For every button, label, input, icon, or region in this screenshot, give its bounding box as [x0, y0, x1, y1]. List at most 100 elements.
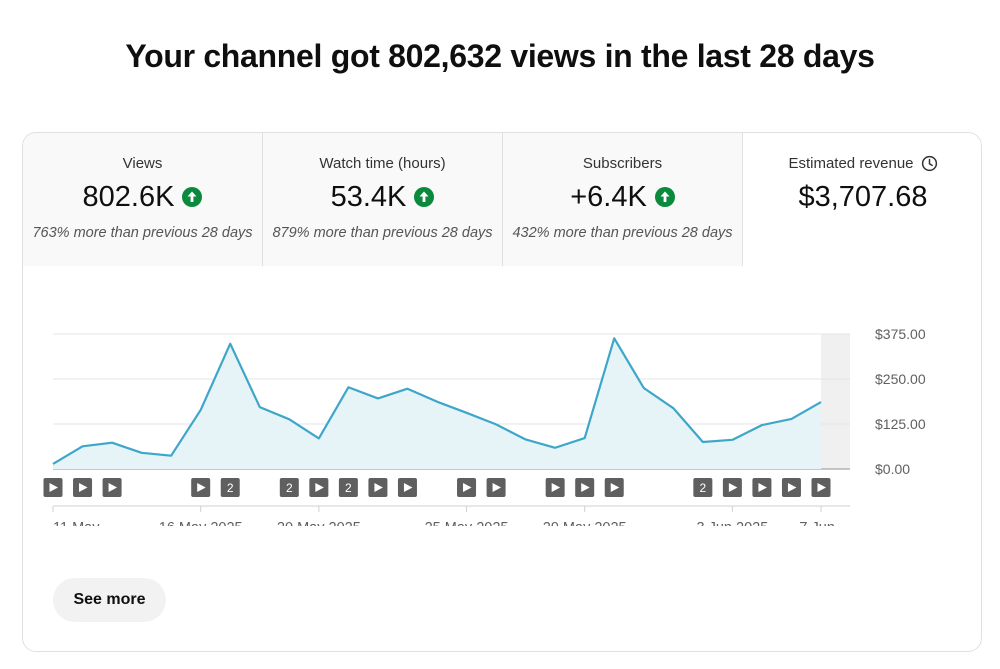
data-point[interactable]	[167, 452, 175, 460]
multi-upload-marker[interactable]: 2	[220, 478, 240, 497]
x-tick-label: 3 Jun 2025	[697, 520, 769, 526]
metric-label: Subscribers	[582, 155, 663, 172]
latest-day-highlight	[821, 334, 850, 469]
data-point[interactable]	[49, 460, 57, 468]
data-point[interactable]	[640, 384, 648, 392]
metric-comparison: 432% more than previous 28 days	[512, 225, 733, 241]
data-point[interactable]	[551, 444, 559, 452]
play-icon	[758, 483, 767, 492]
play-icon	[551, 483, 561, 492]
upload-count: 2	[286, 481, 293, 495]
upload-count: 2	[700, 481, 707, 495]
video-upload-marker[interactable]	[368, 478, 388, 497]
data-point[interactable]	[315, 434, 323, 442]
multi-upload-marker[interactable]: 2	[338, 478, 358, 497]
video-upload-marker[interactable]	[43, 478, 63, 497]
play-icon	[581, 483, 590, 492]
data-point[interactable]	[285, 415, 293, 423]
arrow-up-icon	[654, 187, 675, 207]
play-icon	[79, 483, 88, 492]
metric-label: Estimated revenue	[788, 155, 914, 172]
metric-tab-estimated-revenue[interactable]: Estimated revenue $3,707.68	[743, 133, 981, 266]
metric-value: 802.6K	[82, 180, 175, 213]
revenue-area	[53, 338, 821, 469]
data-point[interactable]	[610, 334, 618, 342]
metric-comparison: 879% more than previous 28 days	[272, 225, 493, 241]
video-upload-marker[interactable]	[545, 478, 565, 497]
x-tick-label: 29 May 2025	[543, 520, 627, 526]
data-point[interactable]	[344, 383, 352, 391]
play-icon	[49, 483, 58, 492]
chart-svg: $375.00 $250.00 $125.00 $0.00 2 2 2 2 11 May ...…	[43, 326, 926, 526]
metric-tab-watch-time[interactable]: Watch time (hours) 53.4K 879% more than …	[263, 133, 503, 266]
y-tick-label: $250.00	[875, 371, 926, 387]
data-point[interactable]	[79, 442, 87, 450]
video-upload-marker[interactable]	[604, 478, 624, 497]
metric-tab-views[interactable]: Views 802.6K 763% more than previous 28 …	[23, 133, 263, 266]
data-point[interactable]	[758, 421, 766, 429]
upload-count: 2	[227, 481, 234, 495]
metric-value: $3,707.68	[798, 180, 928, 213]
data-point[interactable]	[522, 435, 530, 443]
play-icon	[492, 483, 502, 492]
video-upload-marker[interactable]	[457, 478, 477, 497]
video-upload-marker[interactable]	[752, 478, 772, 497]
play-icon	[197, 483, 206, 492]
upload-count: 2	[345, 481, 352, 495]
video-upload-marker[interactable]	[191, 478, 211, 497]
data-point[interactable]	[463, 409, 471, 417]
video-upload-marker[interactable]	[781, 478, 801, 497]
page-title: Your channel got 802,632 views in the la…	[125, 38, 875, 74]
see-more-button[interactable]: See more	[53, 578, 166, 622]
data-point[interactable]	[108, 439, 116, 447]
play-icon	[728, 483, 738, 492]
analytics-card: Views 802.6K 763% more than previous 28 …	[22, 132, 982, 652]
video-upload-marker[interactable]	[722, 478, 742, 497]
data-point[interactable]	[787, 415, 795, 423]
play-icon	[610, 483, 620, 492]
x-tick-label: 25 May 2025	[425, 520, 509, 526]
play-icon	[403, 483, 413, 492]
data-point[interactable]	[197, 406, 205, 414]
data-point[interactable]	[581, 434, 589, 442]
data-point[interactable]	[669, 404, 677, 412]
play-icon	[463, 483, 472, 492]
data-point[interactable]	[226, 340, 234, 348]
play-icon	[374, 483, 383, 492]
y-tick-label: $125.00	[875, 416, 926, 432]
video-upload-marker[interactable]	[309, 478, 329, 497]
data-point[interactable]	[433, 398, 441, 406]
metric-value: 53.4K	[330, 180, 407, 213]
play-icon	[108, 483, 118, 492]
data-point[interactable]	[403, 385, 411, 393]
revenue-line	[52, 337, 822, 465]
video-upload-marker[interactable]	[73, 478, 93, 497]
multi-upload-marker[interactable]: 2	[693, 478, 713, 497]
metric-tab-subscribers[interactable]: Subscribers +6.4K 432% more than previou…	[503, 133, 743, 266]
data-point[interactable]	[138, 449, 146, 457]
play-icon	[817, 483, 826, 492]
x-tick-label: 7 Jun ...	[799, 520, 851, 526]
x-tick-label: 11 May ...	[53, 520, 116, 526]
video-upload-marker[interactable]	[811, 478, 831, 497]
video-upload-marker[interactable]	[486, 478, 506, 497]
multi-upload-marker[interactable]: 2	[279, 478, 299, 497]
video-upload-marker[interactable]	[575, 478, 595, 497]
data-point[interactable]	[374, 394, 382, 402]
y-tick-label: $0.00	[875, 461, 910, 477]
revenue-chart: $375.00 $250.00 $125.00 $0.00 2 2 2 2 11 May ...…	[23, 266, 981, 526]
x-tick-label: 20 May 2025	[277, 520, 361, 526]
video-upload-marker[interactable]	[397, 478, 417, 497]
data-point[interactable]	[492, 420, 500, 428]
arrow-up-icon	[414, 187, 435, 207]
data-point[interactable]	[728, 436, 736, 444]
clock-icon[interactable]	[921, 155, 938, 172]
data-point[interactable]	[817, 398, 825, 406]
data-point[interactable]	[256, 403, 264, 411]
video-upload-marker[interactable]	[102, 478, 122, 497]
metric-comparison: 763% more than previous 28 days	[32, 225, 253, 241]
metric-label: Views	[122, 155, 163, 172]
play-icon	[787, 483, 797, 492]
metric-value: +6.4K	[570, 180, 647, 213]
data-point[interactable]	[699, 438, 707, 446]
